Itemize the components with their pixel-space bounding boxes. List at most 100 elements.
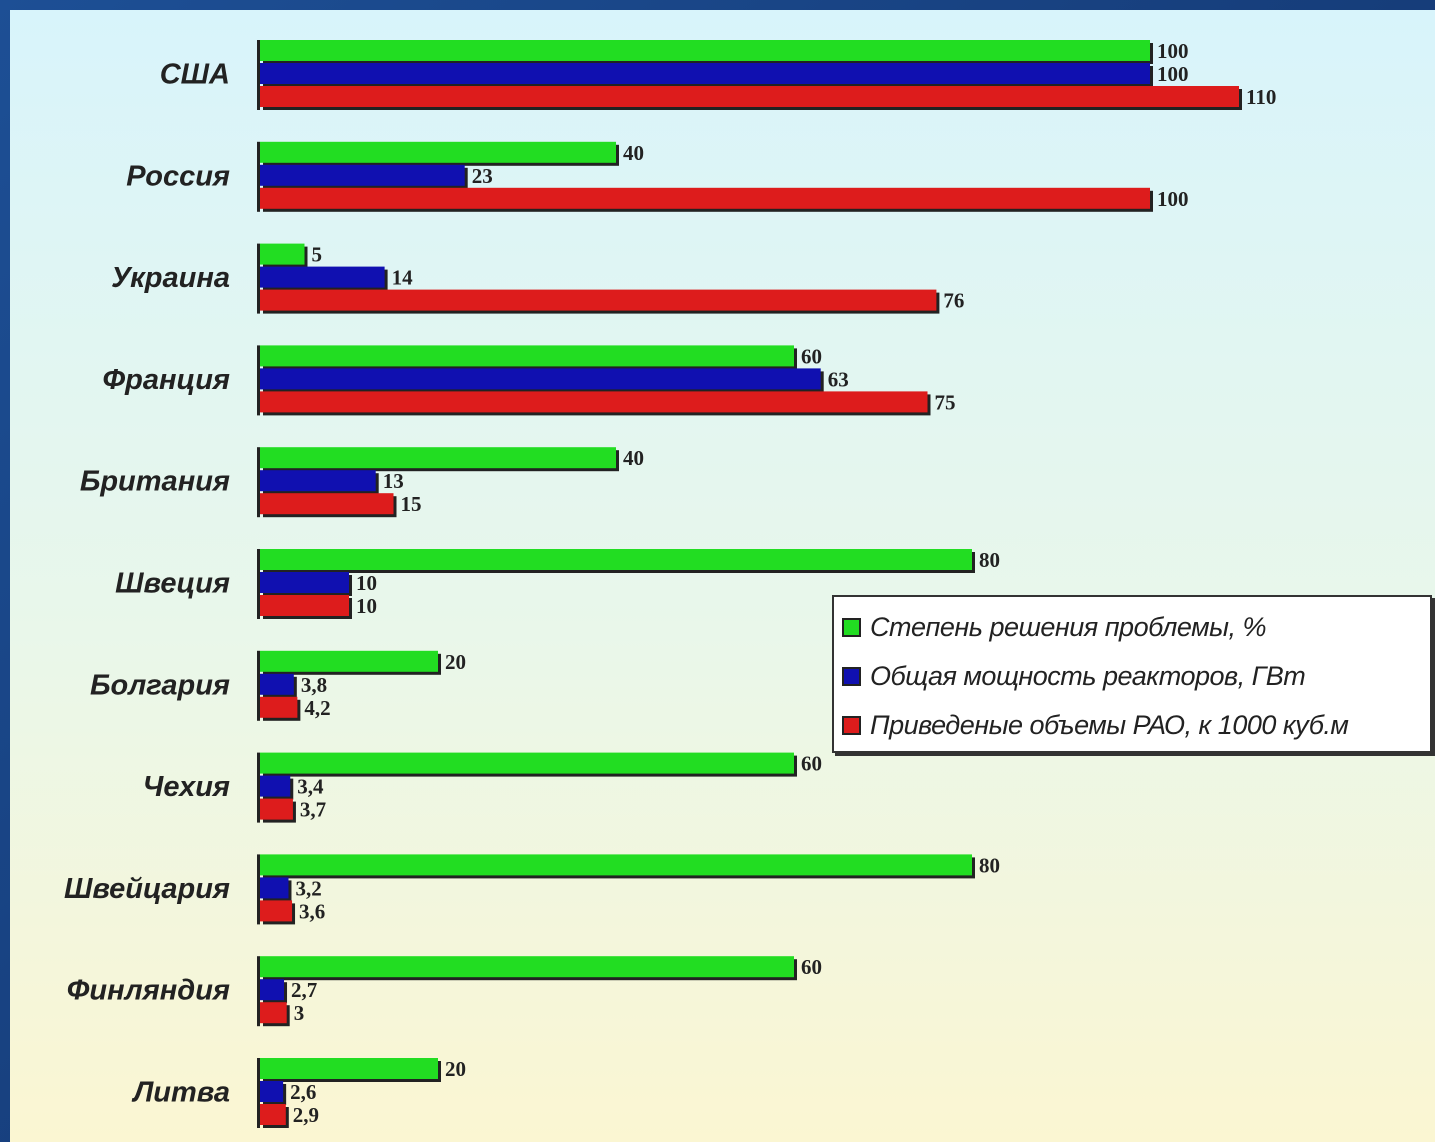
bar-group: Болгария 20 3,84,2 bbox=[90, 650, 466, 721]
group-axis-tick bbox=[257, 752, 260, 823]
bar-green bbox=[260, 40, 1150, 61]
legend-item-blue: Общая мощность реакторов, ГВт bbox=[842, 652, 1430, 701]
value-label: 60 bbox=[801, 752, 822, 776]
value-label: 40 bbox=[623, 446, 644, 470]
bar-group: Украина 5 14 76 bbox=[111, 243, 964, 314]
category-label: Украина bbox=[111, 262, 230, 294]
legend-label-blue: Общая мощность реакторов, ГВт bbox=[870, 661, 1306, 691]
value-label: 2,7 bbox=[291, 978, 317, 1002]
value-label: 15 bbox=[401, 492, 422, 516]
bar-blue bbox=[260, 979, 285, 1001]
chart-frame: США 100 100 110 Россия 40 23 100 Украина 5 14 76 Фра… bbox=[10, 10, 1435, 1142]
bar-red bbox=[260, 187, 1150, 209]
group-axis-tick bbox=[257, 243, 260, 314]
legend-item-red: Приведеные объемы РАО, к 1000 куб.м bbox=[842, 701, 1430, 750]
value-label: 3,8 bbox=[301, 673, 327, 697]
bar-group: Россия 40 23 100 bbox=[126, 141, 1189, 212]
bar-blue bbox=[260, 164, 465, 186]
bar-red bbox=[260, 289, 937, 311]
category-label: Чехия bbox=[143, 771, 230, 803]
group-axis-tick bbox=[257, 956, 260, 1027]
value-label: 100 bbox=[1157, 62, 1189, 86]
value-label: 2,6 bbox=[290, 1080, 316, 1104]
group-axis-tick bbox=[257, 345, 260, 416]
bar-red bbox=[260, 1002, 287, 1024]
bar-green bbox=[260, 956, 794, 978]
bar-group: Швейцария 80 3,23,6 bbox=[64, 853, 1000, 925]
value-label: 13 bbox=[383, 469, 404, 493]
bar-green bbox=[260, 447, 616, 469]
bar-chart: США100100110Россия4023100Украина51476Фра… bbox=[64, 39, 1276, 1128]
bar-red bbox=[260, 391, 928, 413]
value-label: 3,4 bbox=[297, 775, 324, 799]
bar-red bbox=[260, 798, 293, 820]
bar-red bbox=[260, 900, 293, 922]
bar-blue bbox=[260, 775, 291, 797]
value-label: 2,9 bbox=[293, 1103, 319, 1127]
category-label: Швеция bbox=[115, 568, 230, 600]
value-label: 3,2 bbox=[295, 876, 321, 900]
value-label: 3,7 bbox=[300, 798, 326, 822]
bar-green bbox=[260, 141, 616, 163]
value-label: 4,2 bbox=[304, 696, 330, 720]
value-label: 60 bbox=[801, 344, 822, 368]
value-label: 75 bbox=[935, 390, 956, 414]
value-label: 20 bbox=[445, 650, 466, 674]
chart-legend: Степень решения проблемы, % Общая мощнос… bbox=[832, 595, 1432, 753]
value-label: 76 bbox=[943, 289, 964, 313]
bar-group: Финляндия 60 2,73 bbox=[67, 955, 822, 1027]
group-axis-tick bbox=[257, 650, 260, 721]
category-label: Британия bbox=[80, 466, 230, 498]
bar-red bbox=[260, 493, 394, 515]
legend-swatch-green bbox=[842, 618, 861, 637]
group-axis-tick bbox=[257, 447, 260, 518]
legend-item-green: Степень решения проблемы, % bbox=[842, 603, 1430, 652]
bar-blue bbox=[260, 877, 289, 899]
bar-blue bbox=[260, 1081, 284, 1102]
bar-blue bbox=[260, 572, 349, 593]
group-axis-tick bbox=[257, 854, 260, 925]
legend-label-green: Степень решения проблемы, % bbox=[870, 612, 1267, 642]
bar-green bbox=[260, 752, 794, 774]
legend-label-red: Приведеные объемы РАО, к 1000 куб.м bbox=[870, 710, 1349, 740]
value-label: 14 bbox=[392, 266, 414, 290]
category-label: Финляндия bbox=[67, 975, 230, 1007]
category-label: Франция bbox=[102, 364, 230, 396]
bar-group: Чехия 60 3,43,7 bbox=[143, 752, 822, 823]
value-label: 20 bbox=[445, 1057, 466, 1081]
category-label: США bbox=[160, 59, 230, 91]
bar-blue bbox=[260, 368, 821, 390]
category-label: Литва bbox=[131, 1077, 230, 1109]
bar-blue bbox=[260, 470, 376, 492]
category-label: Болгария bbox=[90, 669, 230, 701]
bar-blue bbox=[260, 266, 385, 288]
value-label: 3 bbox=[294, 1001, 305, 1025]
bar-green bbox=[260, 243, 305, 265]
value-label: 63 bbox=[828, 367, 849, 391]
bar-green bbox=[260, 854, 972, 876]
category-label: Швейцария bbox=[64, 873, 230, 905]
group-axis-tick bbox=[257, 40, 260, 110]
bar-red bbox=[260, 86, 1239, 107]
bar-blue bbox=[260, 673, 294, 695]
bar-group: Литва 20 2,62,9 bbox=[131, 1057, 466, 1128]
bar-blue bbox=[260, 63, 1150, 84]
bar-red bbox=[260, 595, 349, 616]
value-label: 80 bbox=[979, 853, 1000, 877]
value-label: 10 bbox=[356, 571, 377, 595]
value-label: 80 bbox=[979, 548, 1000, 572]
group-axis-tick bbox=[257, 141, 260, 212]
value-label: 10 bbox=[356, 594, 377, 618]
bar-green bbox=[260, 549, 972, 570]
value-label: 60 bbox=[801, 955, 822, 979]
category-label: Россия bbox=[126, 160, 230, 192]
group-axis-tick bbox=[257, 1058, 260, 1128]
value-label: 40 bbox=[623, 141, 644, 165]
value-label: 110 bbox=[1246, 85, 1276, 109]
bar-green bbox=[260, 650, 438, 672]
legend-swatch-blue bbox=[842, 667, 861, 686]
